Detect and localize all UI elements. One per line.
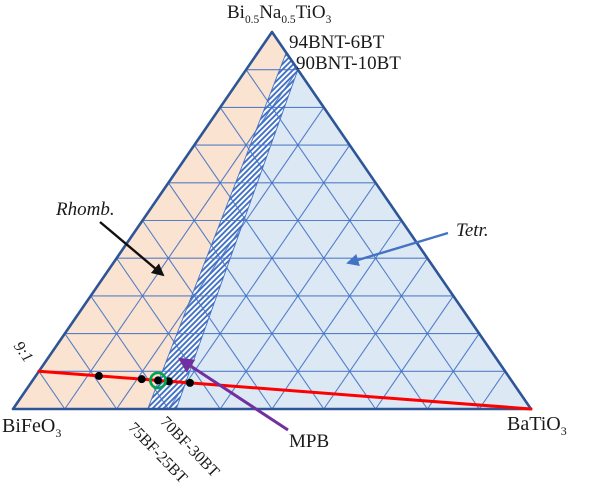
edge-marker-label-94bnt-6bt: 94BNT-6BT — [289, 32, 385, 53]
rhombohedral-region-label: Rhomb. — [56, 199, 115, 220]
triangle-outline — [11, 30, 533, 411]
formula-subscript: 3 — [560, 424, 567, 438]
formula-subscript: 3 — [325, 13, 332, 26]
edge-marker-label-90bnt-10bt: 90BNT-10BT — [296, 53, 401, 74]
tie-line-9-1 — [37, 369, 533, 411]
formula-subscript: 3 — [55, 426, 62, 440]
left-vertex-label: BiFeO3 — [2, 415, 62, 440]
mpb-arrow — [177, 357, 289, 432]
tetr-arrow — [346, 231, 449, 266]
highlighted-composition-marker — [149, 371, 167, 390]
formula-part: Na — [259, 2, 282, 23]
formula-part: TiO — [295, 2, 326, 23]
mpb-label: MPB — [289, 431, 330, 452]
right-vertex-label: BaTiO3 — [507, 413, 567, 438]
top-vertex-label: Bi0.5Na0.5TiO3 — [227, 2, 332, 26]
data-point — [137, 375, 146, 384]
formula-part: Bi — [227, 2, 245, 23]
data-point — [185, 378, 194, 387]
formula-part: BaTiO — [507, 413, 561, 435]
rhomb-arrow — [99, 221, 165, 277]
ternary-grid — [38, 69, 506, 410]
formula-subscript: 0.5 — [244, 13, 260, 26]
data-point — [94, 371, 103, 380]
tetragonal-region-label: Tetr. — [456, 220, 489, 241]
formula-part: BiFeO — [2, 415, 56, 437]
data-point — [164, 377, 173, 386]
data-point — [153, 376, 162, 385]
formula-subscript: 0.5 — [281, 13, 296, 26]
